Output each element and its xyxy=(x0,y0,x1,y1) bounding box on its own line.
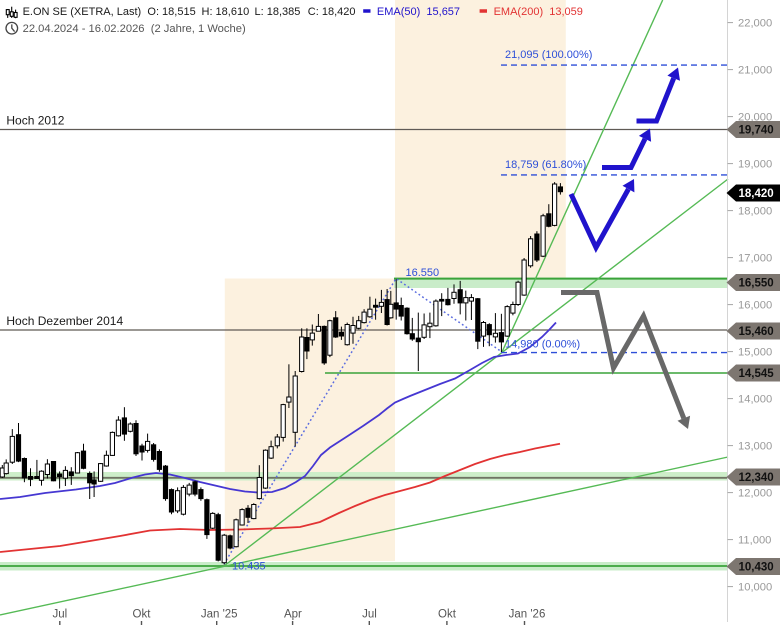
svg-text:Jan '26: Jan '26 xyxy=(509,609,546,621)
svg-text:13,000: 13,000 xyxy=(738,441,772,453)
svg-text:22,000: 22,000 xyxy=(738,18,772,30)
svg-text:15,000: 15,000 xyxy=(738,347,772,359)
svg-text:O: 18,515: O: 18,515 xyxy=(147,6,195,18)
svg-text:21,095 (100.00%): 21,095 (100.00%) xyxy=(505,49,592,61)
svg-text:Jan '25: Jan '25 xyxy=(201,609,238,621)
svg-text:10,430: 10,430 xyxy=(739,562,774,574)
svg-text:20,000: 20,000 xyxy=(738,112,772,124)
svg-text:18,759 (61.80%): 18,759 (61.80%) xyxy=(505,159,586,171)
svg-text:17,000: 17,000 xyxy=(738,253,772,265)
svg-text:C: 18,420: C: 18,420 xyxy=(308,6,356,18)
svg-text:22.04.2024 - 16.02.2026 (2 Ja: 22.04.2024 - 16.02.2026 (2 Jahre, 1 Woch… xyxy=(23,23,246,35)
svg-text:EMA(50) 15,657: EMA(50) 15,657 xyxy=(377,6,460,18)
svg-text:Okt: Okt xyxy=(133,609,152,621)
svg-text:21,000: 21,000 xyxy=(738,65,772,77)
svg-text:Jul: Jul xyxy=(362,609,377,621)
svg-text:Hoch 2012: Hoch 2012 xyxy=(6,114,64,128)
svg-text:19,000: 19,000 xyxy=(738,159,772,171)
svg-text:11,000: 11,000 xyxy=(738,535,771,547)
svg-text:14,545: 14,545 xyxy=(739,368,775,380)
svg-text:10,000: 10,000 xyxy=(738,582,772,594)
svg-text:Apr: Apr xyxy=(284,609,302,621)
svg-text:Hoch Dezember 2014: Hoch Dezember 2014 xyxy=(6,314,123,328)
svg-text:Okt: Okt xyxy=(438,609,457,621)
svg-text:19,740: 19,740 xyxy=(739,125,774,137)
svg-text:16.550: 16.550 xyxy=(406,267,440,279)
svg-text:14,980 (0.00%): 14,980 (0.00%) xyxy=(505,339,580,351)
svg-text:15,460: 15,460 xyxy=(739,326,774,338)
svg-text:10.435: 10.435 xyxy=(232,561,266,573)
svg-text:L: 18,385: L: 18,385 xyxy=(255,6,301,18)
svg-text:12,340: 12,340 xyxy=(739,472,774,484)
svg-text:18,420: 18,420 xyxy=(739,188,774,200)
svg-text:H: 18,610: H: 18,610 xyxy=(202,6,250,18)
svg-text:18,000: 18,000 xyxy=(738,206,772,218)
svg-text:14,000: 14,000 xyxy=(738,394,772,406)
svg-text:16,550: 16,550 xyxy=(739,278,774,290)
svg-text:E.ON SE (XETRA, Last): E.ON SE (XETRA, Last) xyxy=(23,6,142,18)
svg-text:Jul: Jul xyxy=(52,609,67,621)
svg-text:12,000: 12,000 xyxy=(738,488,772,500)
svg-text:EMA(200) 13,059: EMA(200) 13,059 xyxy=(494,6,583,18)
svg-text:16,000: 16,000 xyxy=(738,300,772,312)
